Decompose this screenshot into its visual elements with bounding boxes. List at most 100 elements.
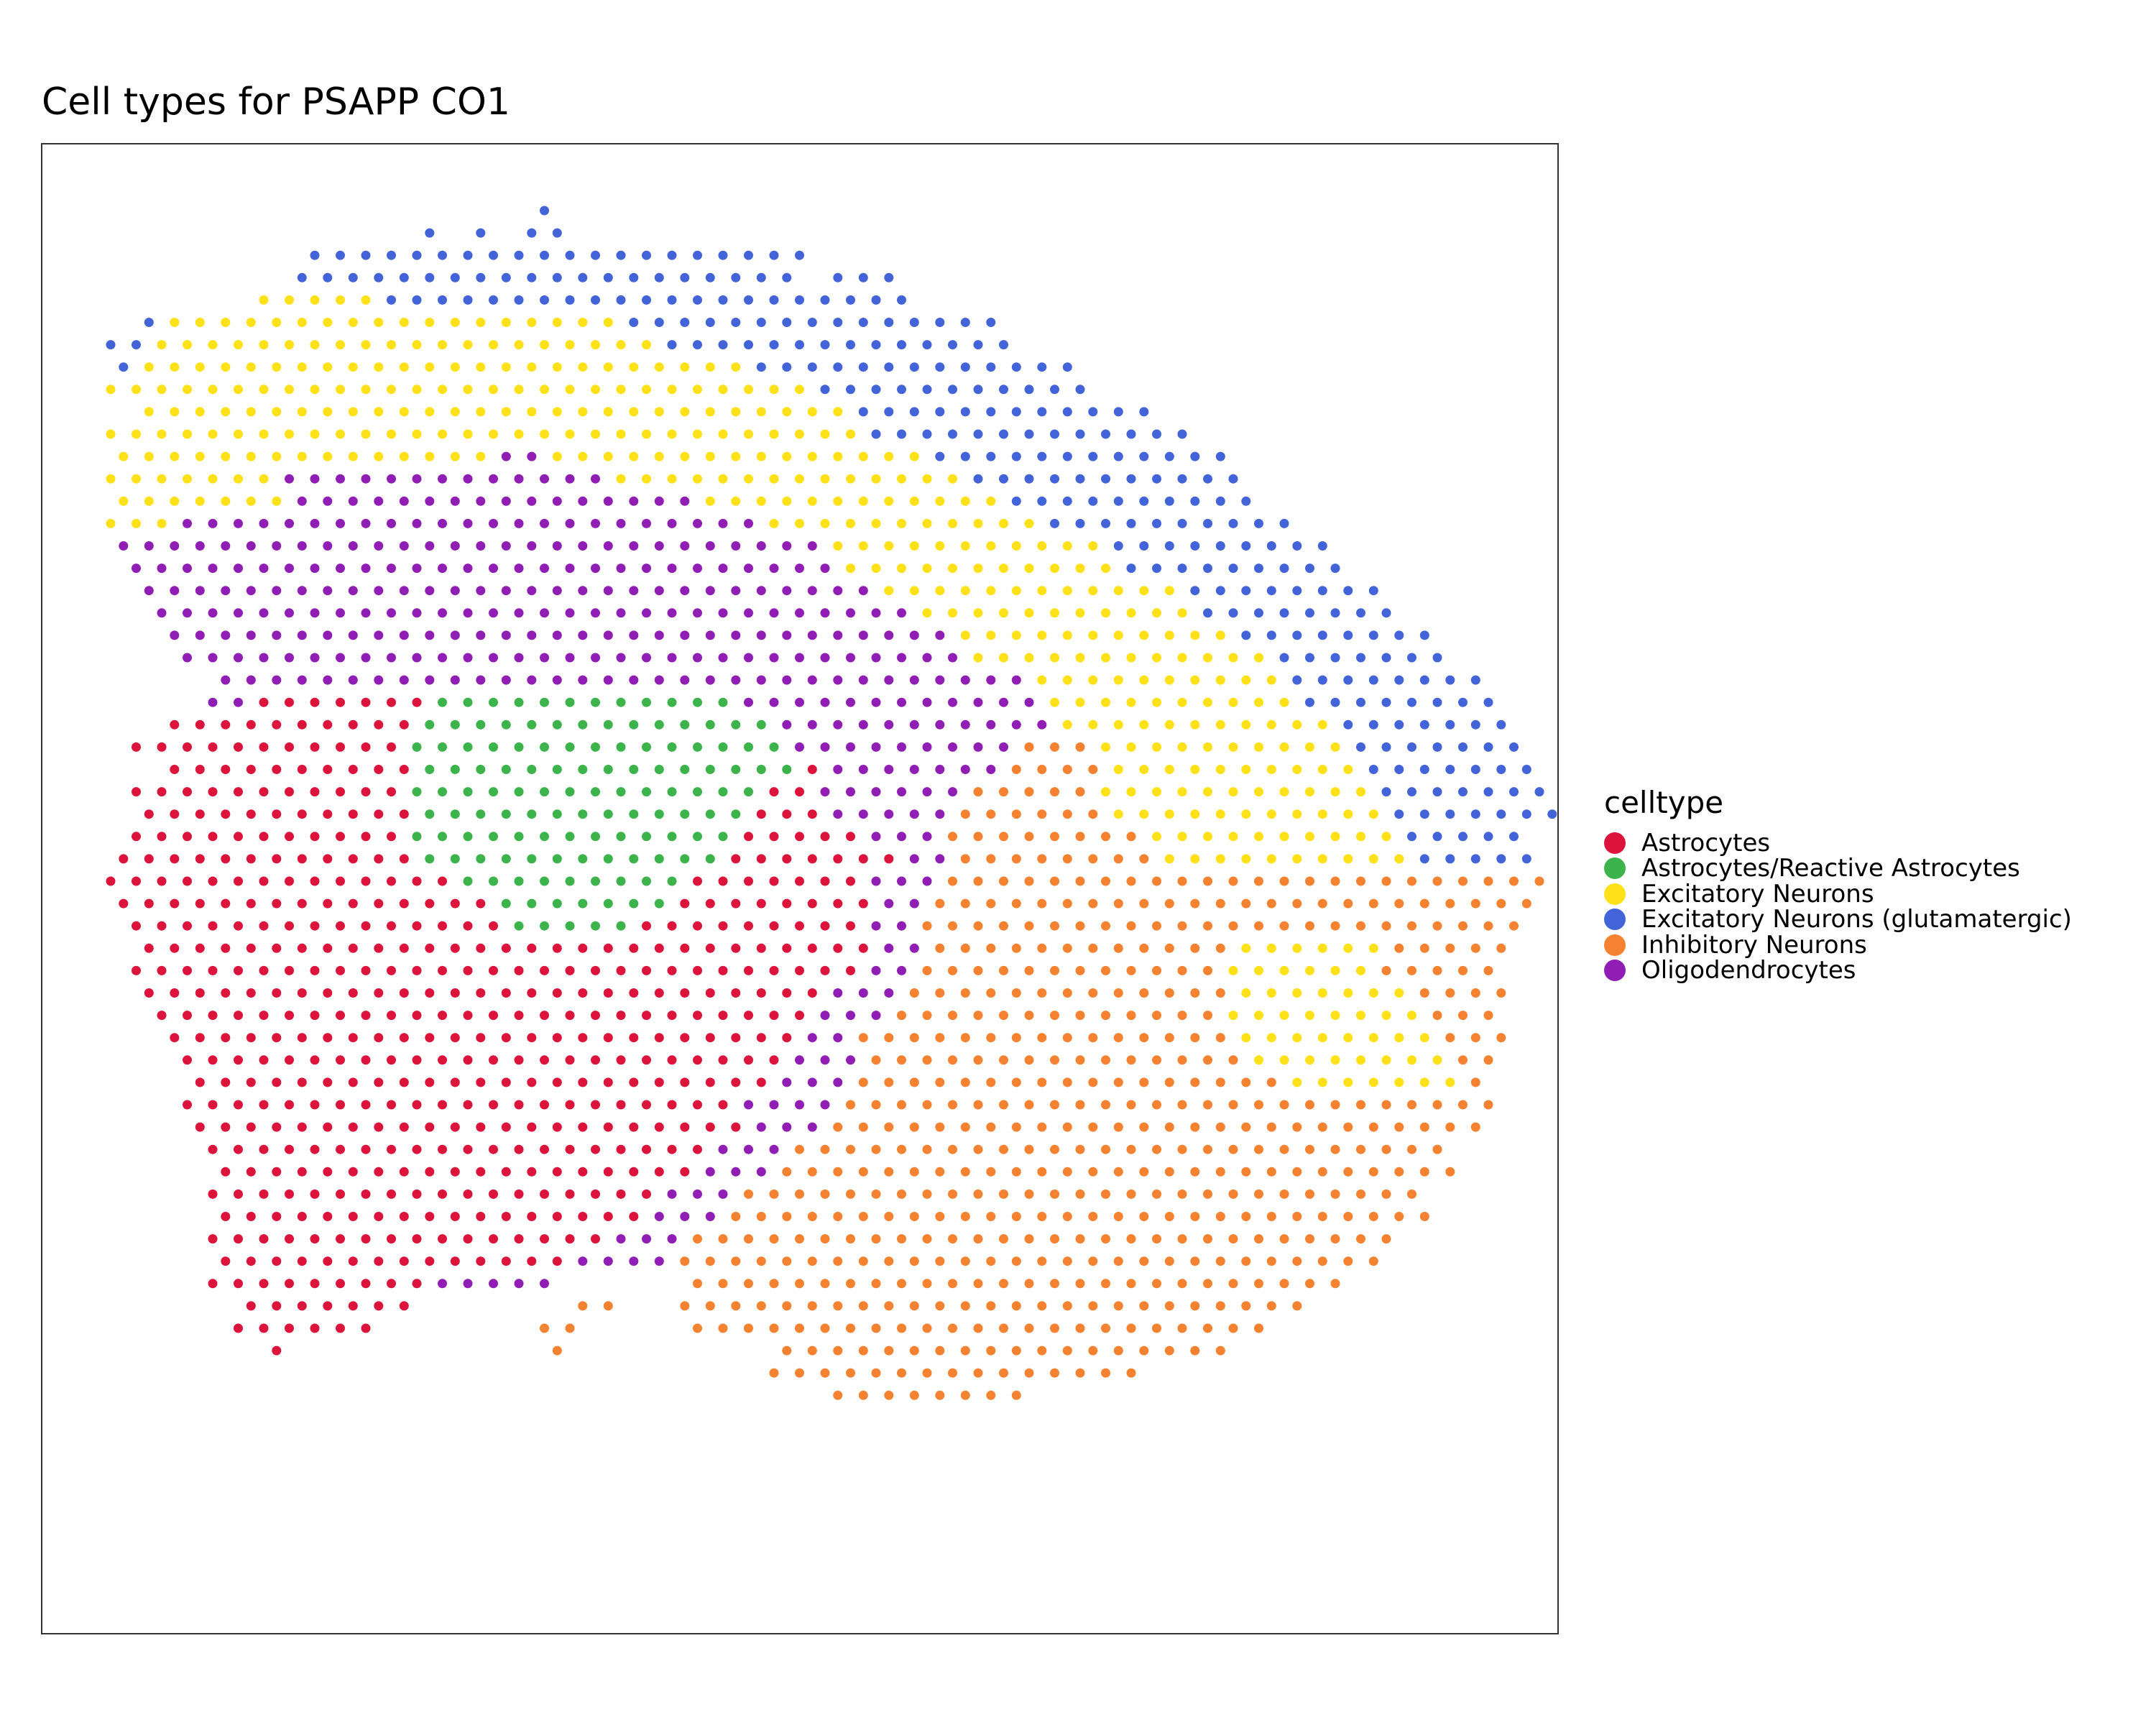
spot-point — [1470, 898, 1480, 908]
spot-point — [438, 608, 447, 618]
spot-point — [552, 1077, 562, 1087]
spot-point — [1075, 1234, 1085, 1244]
spot-point — [935, 1301, 945, 1311]
spot-point — [909, 362, 919, 372]
spot-point — [667, 608, 677, 618]
spot-point — [871, 1011, 881, 1021]
spot-point — [642, 1100, 651, 1110]
spot-point — [756, 943, 766, 953]
spot-point — [489, 340, 498, 350]
spot-point — [476, 809, 486, 819]
spot-point — [782, 719, 792, 730]
spot-point — [1254, 832, 1263, 842]
spot-point — [705, 765, 715, 774]
spot-point — [871, 697, 881, 707]
spot-point — [527, 854, 537, 864]
spot-point — [450, 765, 460, 774]
spot-point — [884, 1122, 894, 1132]
spot-point — [1279, 742, 1289, 752]
spot-point — [450, 675, 460, 685]
spot-point — [756, 854, 766, 864]
spot-point — [1266, 1122, 1276, 1132]
spot-point — [450, 854, 460, 864]
spot-point — [1139, 407, 1149, 417]
spot-point — [514, 1144, 524, 1154]
spot-point — [693, 1144, 702, 1154]
spot-point — [833, 362, 843, 372]
spot-point — [718, 876, 728, 886]
spot-point — [922, 564, 932, 574]
spot-point — [871, 1279, 881, 1289]
spot-point — [1113, 898, 1123, 908]
spot-point — [1088, 719, 1098, 730]
spot-point — [221, 496, 231, 506]
spot-point — [361, 1100, 371, 1110]
spot-point — [387, 608, 396, 618]
spot-point — [1088, 630, 1098, 640]
spot-point — [680, 809, 690, 819]
spot-point — [795, 1189, 804, 1199]
spot-point — [463, 1011, 473, 1021]
spot-point — [909, 719, 919, 730]
spot-point — [986, 586, 996, 596]
spot-point — [1050, 921, 1059, 931]
spot-point — [871, 1323, 881, 1333]
spot-point — [463, 921, 473, 931]
spot-point — [323, 898, 333, 908]
spot-point — [399, 496, 409, 506]
spot-point — [170, 541, 180, 551]
spot-point — [285, 653, 294, 663]
spot-point — [1215, 586, 1225, 596]
spot-point — [858, 272, 868, 282]
spot-point — [336, 832, 345, 842]
spot-point — [1101, 1055, 1110, 1065]
spot-point — [1228, 474, 1238, 484]
spot-point — [578, 898, 588, 908]
spot-point — [132, 965, 141, 975]
spot-point — [552, 854, 562, 864]
spot-point — [922, 474, 932, 484]
spot-point — [1343, 943, 1353, 953]
spot-point — [259, 385, 269, 395]
spot-point — [769, 564, 779, 574]
spot-point — [705, 586, 715, 596]
spot-point — [1177, 1011, 1187, 1021]
spot-point — [514, 653, 524, 663]
spot-point — [986, 1346, 996, 1356]
spot-point — [1101, 787, 1110, 797]
spot-point — [170, 630, 180, 640]
spot-point — [297, 407, 307, 417]
spot-point — [514, 787, 524, 797]
spot-point — [425, 809, 435, 819]
spot-point — [501, 496, 511, 506]
spot-point — [1521, 854, 1531, 864]
spot-point — [871, 1055, 881, 1065]
spot-point — [1356, 1189, 1365, 1199]
spot-point — [782, 809, 792, 819]
spot-point — [234, 697, 243, 707]
spot-point — [272, 854, 282, 864]
spot-point — [680, 1122, 690, 1132]
spot-point — [1075, 385, 1085, 395]
spot-point — [132, 518, 141, 528]
spot-point — [744, 1279, 753, 1289]
spot-point — [514, 340, 524, 350]
spot-point — [552, 719, 562, 730]
spot-point — [412, 1234, 422, 1244]
spot-point — [323, 1167, 333, 1177]
spot-point — [336, 787, 345, 797]
spot-point — [744, 742, 753, 752]
spot-point — [667, 653, 677, 663]
spot-point — [1432, 965, 1442, 975]
spot-point — [221, 586, 231, 596]
spot-point — [501, 586, 511, 596]
legend-label: Astrocytes — [1641, 828, 1771, 857]
spot-point — [999, 1011, 1008, 1021]
spot-point — [1037, 854, 1047, 864]
spot-point — [399, 675, 409, 685]
spot-point — [1101, 564, 1110, 574]
spot-point — [1394, 630, 1404, 640]
spot-point — [285, 518, 294, 528]
spot-point — [208, 1055, 218, 1065]
spot-point — [387, 385, 396, 395]
